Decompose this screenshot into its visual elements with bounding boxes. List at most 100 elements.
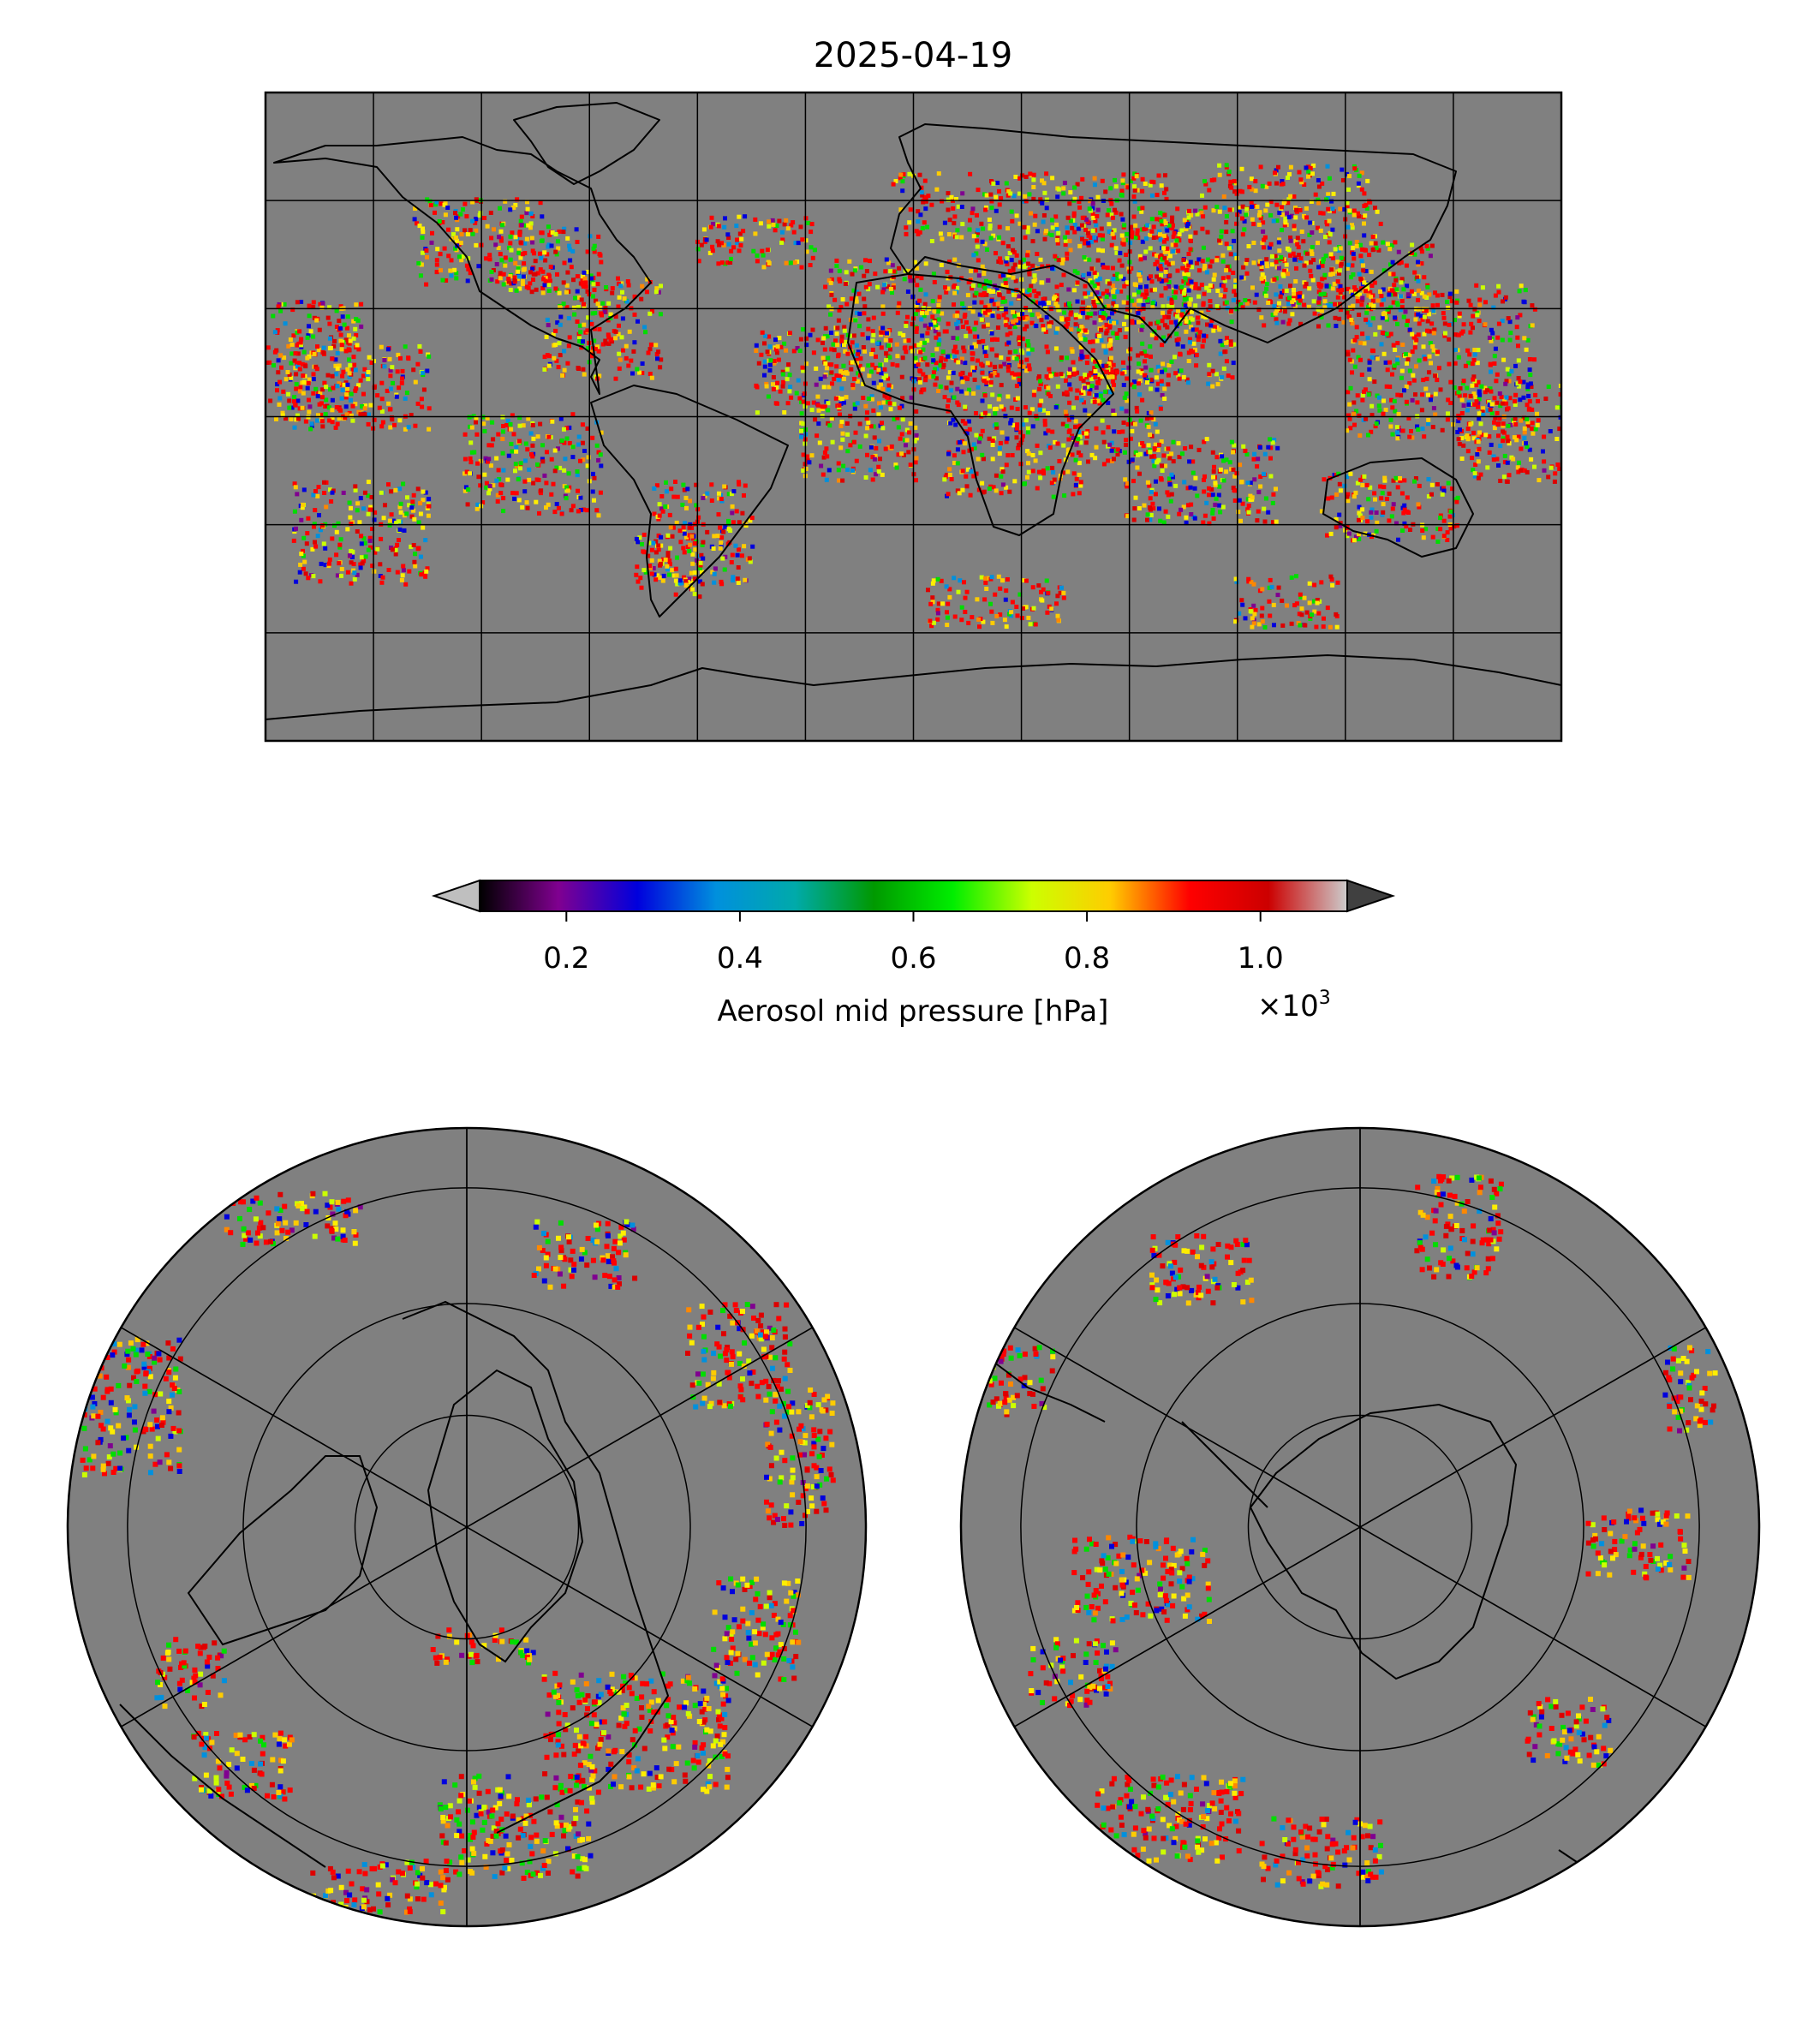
aerosol-cell — [1466, 400, 1471, 405]
aerosol-cell — [362, 367, 367, 372]
aerosol-cell — [1086, 312, 1091, 317]
aerosol-cell — [1169, 219, 1174, 224]
aerosol-cell — [1167, 476, 1172, 481]
aerosol-cell — [1278, 284, 1283, 289]
aerosol-cell — [1244, 206, 1250, 212]
aerosol-cell — [970, 211, 975, 216]
aerosol-cell — [313, 386, 319, 391]
aerosol-cell — [1453, 348, 1458, 353]
aerosol-cell — [1492, 420, 1497, 425]
aerosol-cell — [1286, 321, 1292, 326]
aerosol-cell — [863, 284, 868, 289]
aerosol-cell — [743, 483, 748, 488]
aerosol-cell — [1008, 421, 1013, 426]
aerosol-cell — [625, 279, 630, 283]
aerosol-cell — [289, 417, 294, 421]
aerosol-cell — [1318, 292, 1323, 297]
aerosol-cell — [1031, 172, 1036, 177]
aerosol-cell — [1331, 272, 1335, 277]
aerosol-cell — [287, 398, 292, 403]
aerosol-cell — [995, 181, 1000, 185]
aerosol-cell — [573, 295, 577, 301]
aerosol-cell — [1270, 440, 1275, 445]
aerosol-cell — [530, 266, 535, 272]
aerosol-cell — [1055, 194, 1060, 200]
aerosol-cell — [1511, 457, 1516, 462]
aerosol-cell — [939, 355, 944, 361]
aerosol-cell — [821, 385, 826, 390]
aerosol-cell — [956, 360, 961, 365]
aerosol-cell — [1107, 208, 1111, 213]
aerosol-cell — [923, 292, 928, 297]
aerosol-cell — [1199, 210, 1204, 215]
aerosol-cell — [1087, 257, 1092, 262]
aerosol-cell — [1027, 367, 1032, 372]
aerosol-cell — [589, 321, 594, 326]
aerosol-cell — [1277, 237, 1282, 242]
aerosol-cell — [952, 214, 958, 219]
aerosol-cell — [632, 312, 637, 317]
aerosol-cell — [975, 232, 979, 237]
aerosol-cell — [1494, 379, 1499, 384]
aerosol-cell — [626, 283, 631, 288]
aerosol-cell — [1375, 520, 1380, 525]
aerosol-cell — [1496, 321, 1501, 326]
aerosol-cell — [1414, 337, 1419, 343]
aerosol-cell — [1011, 355, 1017, 361]
aerosol-cell — [1178, 317, 1183, 322]
aerosol-cell — [1132, 379, 1137, 385]
aerosol-cell — [1466, 402, 1471, 407]
aerosol-cell — [1288, 194, 1293, 199]
aerosol-cell — [1236, 510, 1241, 515]
aerosol-cell — [1056, 187, 1061, 192]
aerosol-cell — [1339, 255, 1344, 260]
aerosol-cell — [908, 421, 913, 426]
aerosol-cell — [1513, 403, 1518, 407]
aerosol-cell — [1350, 225, 1355, 230]
aerosol-cell — [576, 305, 581, 309]
aerosol-cell — [940, 236, 945, 242]
aerosol-cell — [545, 252, 550, 257]
aerosol-cell — [1542, 468, 1547, 473]
aerosol-cell — [839, 386, 844, 391]
aerosol-cell — [516, 266, 521, 271]
aerosol-cell — [1184, 319, 1189, 324]
aerosol-cell — [1068, 312, 1073, 317]
aerosol-cell — [1100, 367, 1105, 372]
aerosol-cell — [1112, 383, 1116, 387]
aerosol-cell — [1181, 374, 1186, 379]
aerosol-cell — [1224, 230, 1229, 235]
aerosol-cell — [445, 206, 451, 210]
aerosol-cell — [1095, 278, 1100, 283]
aerosol-cell — [1292, 295, 1297, 300]
aerosol-cell — [931, 358, 936, 363]
aerosol-cell — [755, 410, 760, 415]
aerosol-cell — [958, 360, 963, 365]
aerosol-cell — [709, 498, 714, 503]
aerosol-cell — [1352, 412, 1356, 417]
aerosol-cell — [832, 348, 837, 353]
aerosol-cell — [673, 592, 678, 597]
aerosol-cell — [1176, 337, 1181, 342]
aerosol-cell — [1064, 302, 1068, 307]
aerosol-cell — [1129, 234, 1134, 239]
aerosol-cell — [1260, 272, 1265, 277]
aerosol-cell — [1069, 347, 1074, 352]
aerosol-cell — [345, 367, 350, 372]
aerosol-cell — [863, 258, 868, 263]
aerosol-cell — [1416, 332, 1421, 337]
aerosol-cell — [982, 393, 988, 398]
aerosol-cell — [1144, 291, 1149, 296]
aerosol-cell — [1310, 252, 1315, 256]
aerosol-cell — [982, 272, 987, 277]
aerosol-cell — [987, 218, 992, 222]
aerosol-cell — [1090, 311, 1095, 316]
aerosol-cell — [1034, 300, 1039, 305]
aerosol-cell — [1517, 289, 1522, 294]
aerosol-cell — [586, 315, 591, 320]
aerosol-cell — [818, 376, 823, 381]
aerosol-cell — [731, 520, 736, 525]
aerosol-cell — [1443, 331, 1447, 336]
aerosol-cell — [985, 247, 989, 252]
aerosol-cell — [1201, 301, 1206, 306]
